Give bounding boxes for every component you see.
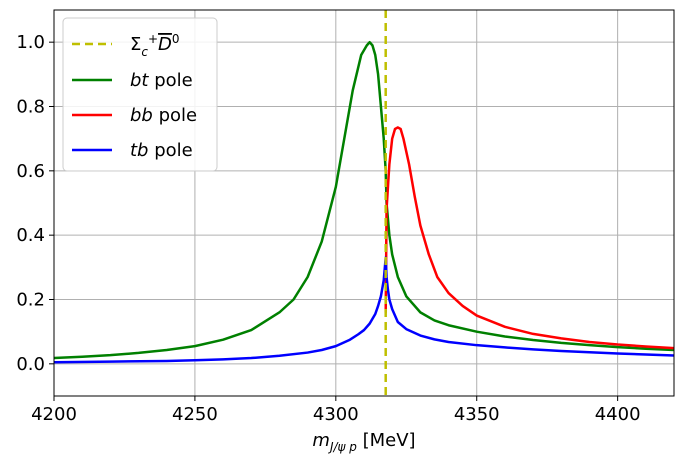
- x-axis-label-main: m: [312, 430, 330, 451]
- legend-label-bb-pole: bb pole: [130, 105, 197, 126]
- series-line-bt-pole: [54, 40, 674, 360]
- y-tick-label: 0.8: [16, 97, 45, 118]
- x-tick-label: 4300: [313, 404, 359, 425]
- x-axis-label-subscript: J/ψ p: [328, 440, 357, 454]
- y-tick-label: 0.0: [16, 354, 45, 375]
- x-tick-label: 4400: [595, 404, 641, 425]
- axis-ticks: 4200 4250 4300 4350 4400 0.0 0.2 0.4 0.6 0.8 1.0: [16, 32, 640, 425]
- plot-area: [54, 10, 674, 396]
- x-tick-label: 4250: [172, 404, 218, 425]
- y-tick-label: 0.2: [16, 290, 45, 311]
- series-line-tb-pole: [54, 256, 674, 364]
- legend-box: [62, 17, 218, 172]
- plot-frame: [53, 9, 675, 397]
- x-axis-label-unit: [MeV]: [357, 430, 416, 451]
- legend-label-tb-pole: tb pole: [130, 140, 193, 161]
- x-tick-label: 4350: [454, 404, 500, 425]
- legend: Σc+D0 bt pole bb pole tb pole: [62, 17, 218, 172]
- x-axis-label: mJ/ψ p [MeV]: [312, 430, 415, 454]
- series-line-bb-pole: [384, 126, 674, 350]
- y-tick-label: 0.4: [16, 225, 45, 246]
- y-tick-label: 1.0: [16, 32, 45, 53]
- x-tick-label: 4200: [31, 404, 77, 425]
- legend-label-bt-pole: bt pole: [130, 70, 193, 91]
- y-tick-label: 0.6: [16, 161, 45, 182]
